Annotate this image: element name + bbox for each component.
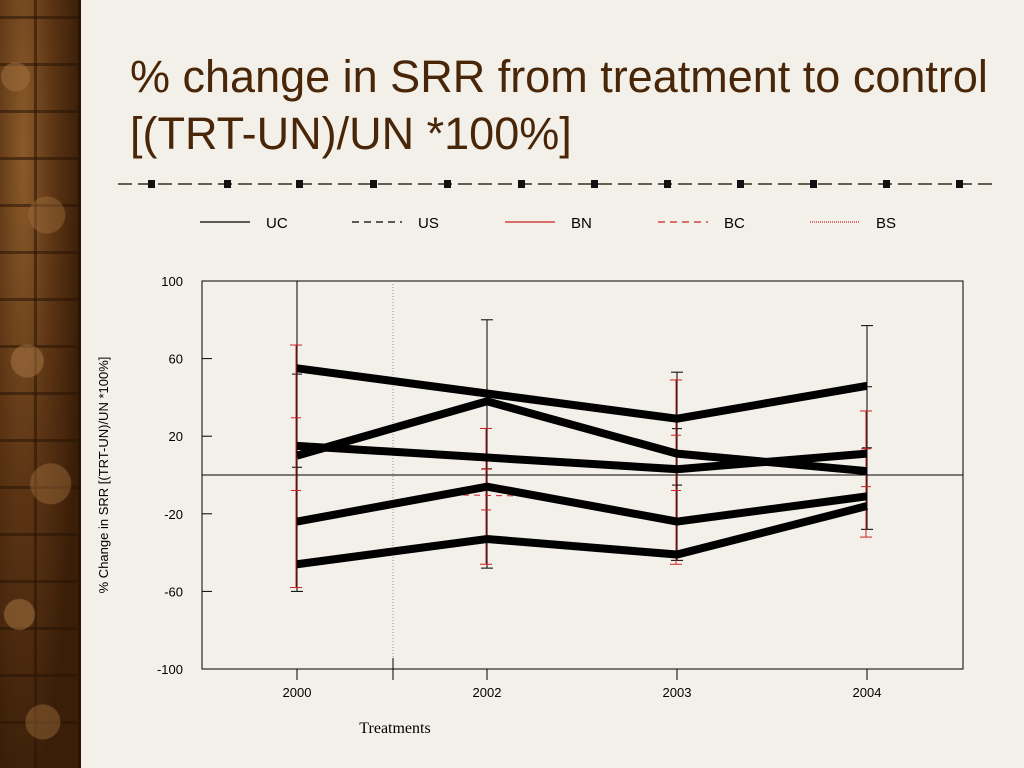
error-bars (290, 280, 873, 592)
y-axis: 100 60 20 -20 -60 -100 (157, 274, 212, 677)
series-line-5 (296, 502, 868, 569)
legend-label-uc: UC (266, 215, 288, 232)
x-tick-label: 2004 (853, 685, 882, 700)
x-axis: 2000 2002 2003 2004 (283, 669, 882, 700)
slide-title: % change in SRR from treatment to contro… (130, 51, 988, 159)
decorative-side-strip (0, 0, 81, 768)
chart-legend: UC US BN BC BS (200, 215, 896, 232)
legend-label-bs: BS (876, 215, 896, 232)
legend-label-bn: BN (571, 215, 592, 232)
y-tick-label: -60 (164, 584, 183, 599)
x-axis-label: Treatments (359, 720, 430, 737)
data-series (295, 364, 868, 569)
series-line-1 (296, 364, 868, 423)
legend-label-bc: BC (724, 215, 745, 232)
series-line-4 (296, 482, 868, 526)
x-tick-label: 2000 (283, 685, 312, 700)
title-divider (118, 180, 993, 188)
y-tick-label: -20 (164, 507, 183, 522)
y-tick-label: 100 (161, 274, 183, 289)
series-line-3 (296, 441, 868, 474)
y-axis-label: % Change in SRR [(TRT-UN)/UN *100%] (96, 357, 111, 594)
x-tick-label: 2002 (473, 685, 502, 700)
y-tick-label: -100 (157, 662, 183, 677)
legend-label-us: US (418, 215, 439, 232)
y-tick-label: 60 (169, 352, 183, 367)
y-tick-label: 20 (169, 429, 183, 444)
x-tick-label: 2003 (663, 685, 692, 700)
